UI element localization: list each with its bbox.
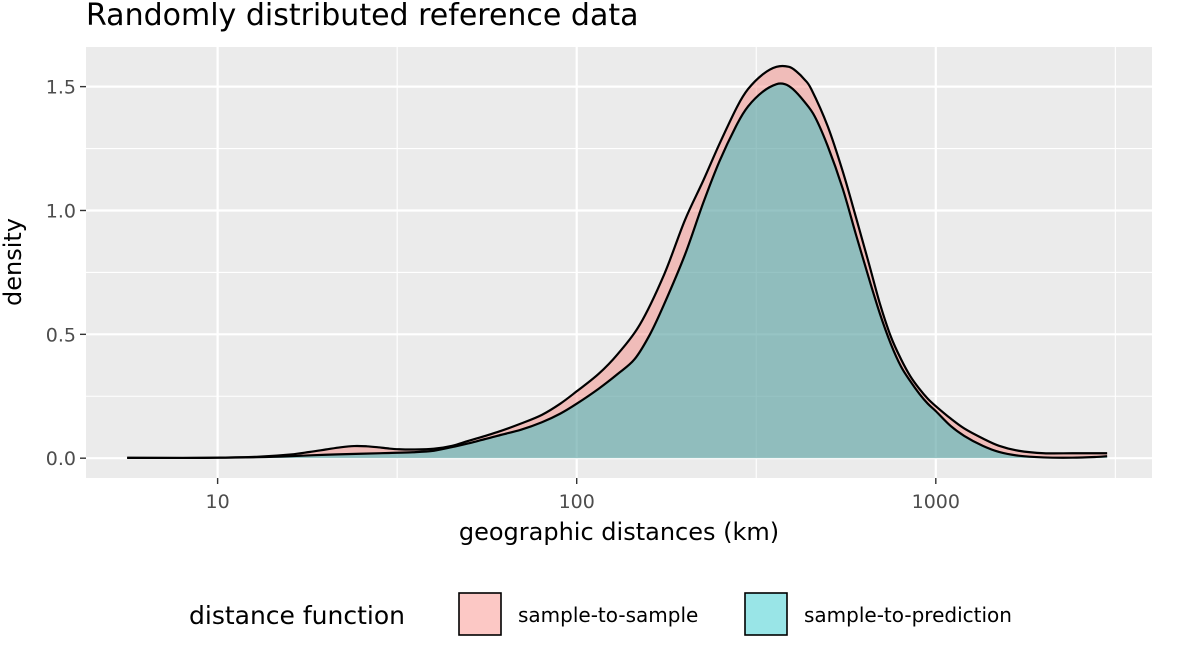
y-tick-label: 0.0: [46, 448, 76, 470]
density-area-sample-to-prediction: [127, 83, 1108, 459]
series-layer: [127, 64, 1108, 460]
minor-gridlines: [86, 47, 1152, 478]
density-line-sample-to-sample: [127, 64, 1108, 460]
density-area-sample-to-sample: [127, 66, 1108, 459]
legend-label-sample-to-prediction: sample-to-prediction: [804, 603, 1012, 627]
density-line-sample-to-prediction: [127, 82, 1108, 460]
x-axis-title: geographic distances (km): [459, 518, 779, 546]
y-tick-label: 0.5: [46, 324, 76, 346]
x-tick-label: 10: [206, 491, 230, 513]
y-tick-label: 1.0: [46, 200, 76, 222]
legend-key-sample-to-prediction: [744, 592, 788, 636]
major-gridlines: [86, 47, 1152, 478]
chart-title: Randomly distributed reference data: [86, 0, 638, 33]
legend-key-sample-to-sample: [458, 592, 502, 636]
legend-title: distance function: [189, 601, 405, 630]
x-tick-label: 1000: [912, 491, 960, 513]
y-axis: 0.0 0.5 1.0 1.5: [46, 77, 86, 470]
legend: distance function sample-to-sample sampl…: [189, 592, 1012, 636]
y-axis-title: density: [0, 218, 27, 306]
plot-panel: [86, 47, 1152, 478]
x-axis: 10 100 1000: [206, 478, 960, 513]
legend-label-sample-to-sample: sample-to-sample: [518, 603, 698, 627]
x-tick-label: 100: [559, 491, 595, 513]
y-tick-label: 1.5: [46, 77, 76, 99]
